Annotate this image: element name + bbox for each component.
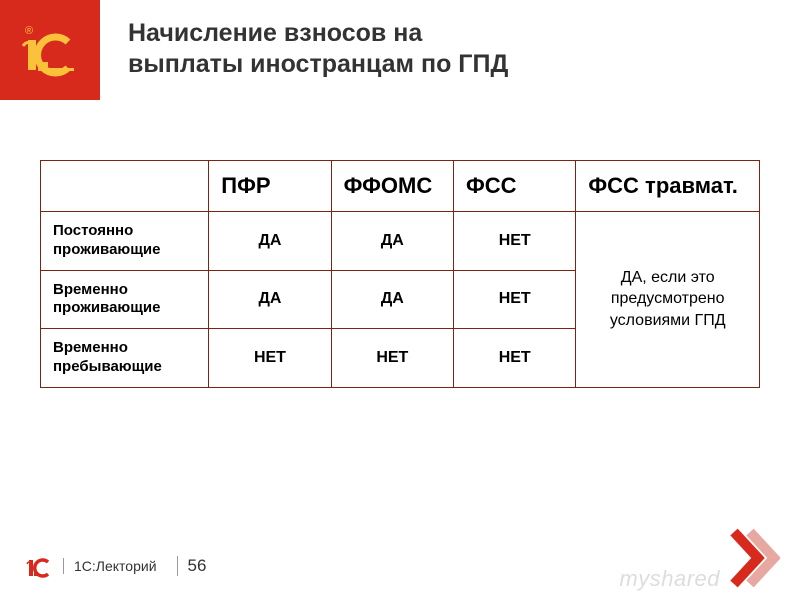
logo-box: ® xyxy=(0,0,100,100)
title-line-2: выплаты иностранцам по ГПД xyxy=(128,50,508,78)
cell: ДА xyxy=(331,212,453,271)
header: ® Начисление взносов на выплаты иностран… xyxy=(0,0,800,100)
title-area: Начисление взносов на выплаты иностранца… xyxy=(100,0,800,81)
table-header-row: ПФР ФФОМС ФСС ФСС травмат. xyxy=(41,161,760,212)
cell: ДА xyxy=(209,212,331,271)
cell: ДА xyxy=(209,270,331,329)
row-label: Постоянно проживающие xyxy=(41,212,209,271)
cell: НЕТ xyxy=(454,329,576,388)
svg-text:®: ® xyxy=(25,25,33,37)
cell: НЕТ xyxy=(209,329,331,388)
title-line-1: Начисление взносов на xyxy=(128,19,422,47)
row-label: Временно проживающие xyxy=(41,270,209,329)
table-row: Постоянно проживающие ДА ДА НЕТ ДА, если… xyxy=(41,212,760,271)
col-header-ffoms: ФФОМС xyxy=(331,161,453,212)
content: ПФР ФФОМС ФСС ФСС травмат. Постоянно про… xyxy=(0,100,800,388)
col-header-empty xyxy=(41,161,209,212)
row-label: Временно пребывающие xyxy=(41,329,209,388)
cell: НЕТ xyxy=(331,329,453,388)
1c-logo-small-icon xyxy=(25,552,53,580)
chevron-right-icon xyxy=(730,528,780,588)
col-header-pfr: ПФР xyxy=(209,161,331,212)
footer-label: 1С:Лекторий xyxy=(63,558,167,574)
cell: ДА xyxy=(331,270,453,329)
col-header-fss-travmat: ФСС травмат. xyxy=(576,161,760,212)
cell: НЕТ xyxy=(454,212,576,271)
page-title: Начисление взносов на выплаты иностранца… xyxy=(128,18,800,81)
merged-cell-fss-travmat: ДА, если это предусмотрено условиями ГПД xyxy=(576,212,760,388)
footer: 1С:Лекторий 56 xyxy=(25,552,206,580)
contributions-table: ПФР ФФОМС ФСС ФСС травмат. Постоянно про… xyxy=(40,160,760,388)
col-header-fss: ФСС xyxy=(454,161,576,212)
cell: НЕТ xyxy=(454,270,576,329)
watermark: myshared xyxy=(619,566,720,592)
page-number: 56 xyxy=(177,556,207,576)
1c-logo-icon: ® xyxy=(20,20,80,80)
